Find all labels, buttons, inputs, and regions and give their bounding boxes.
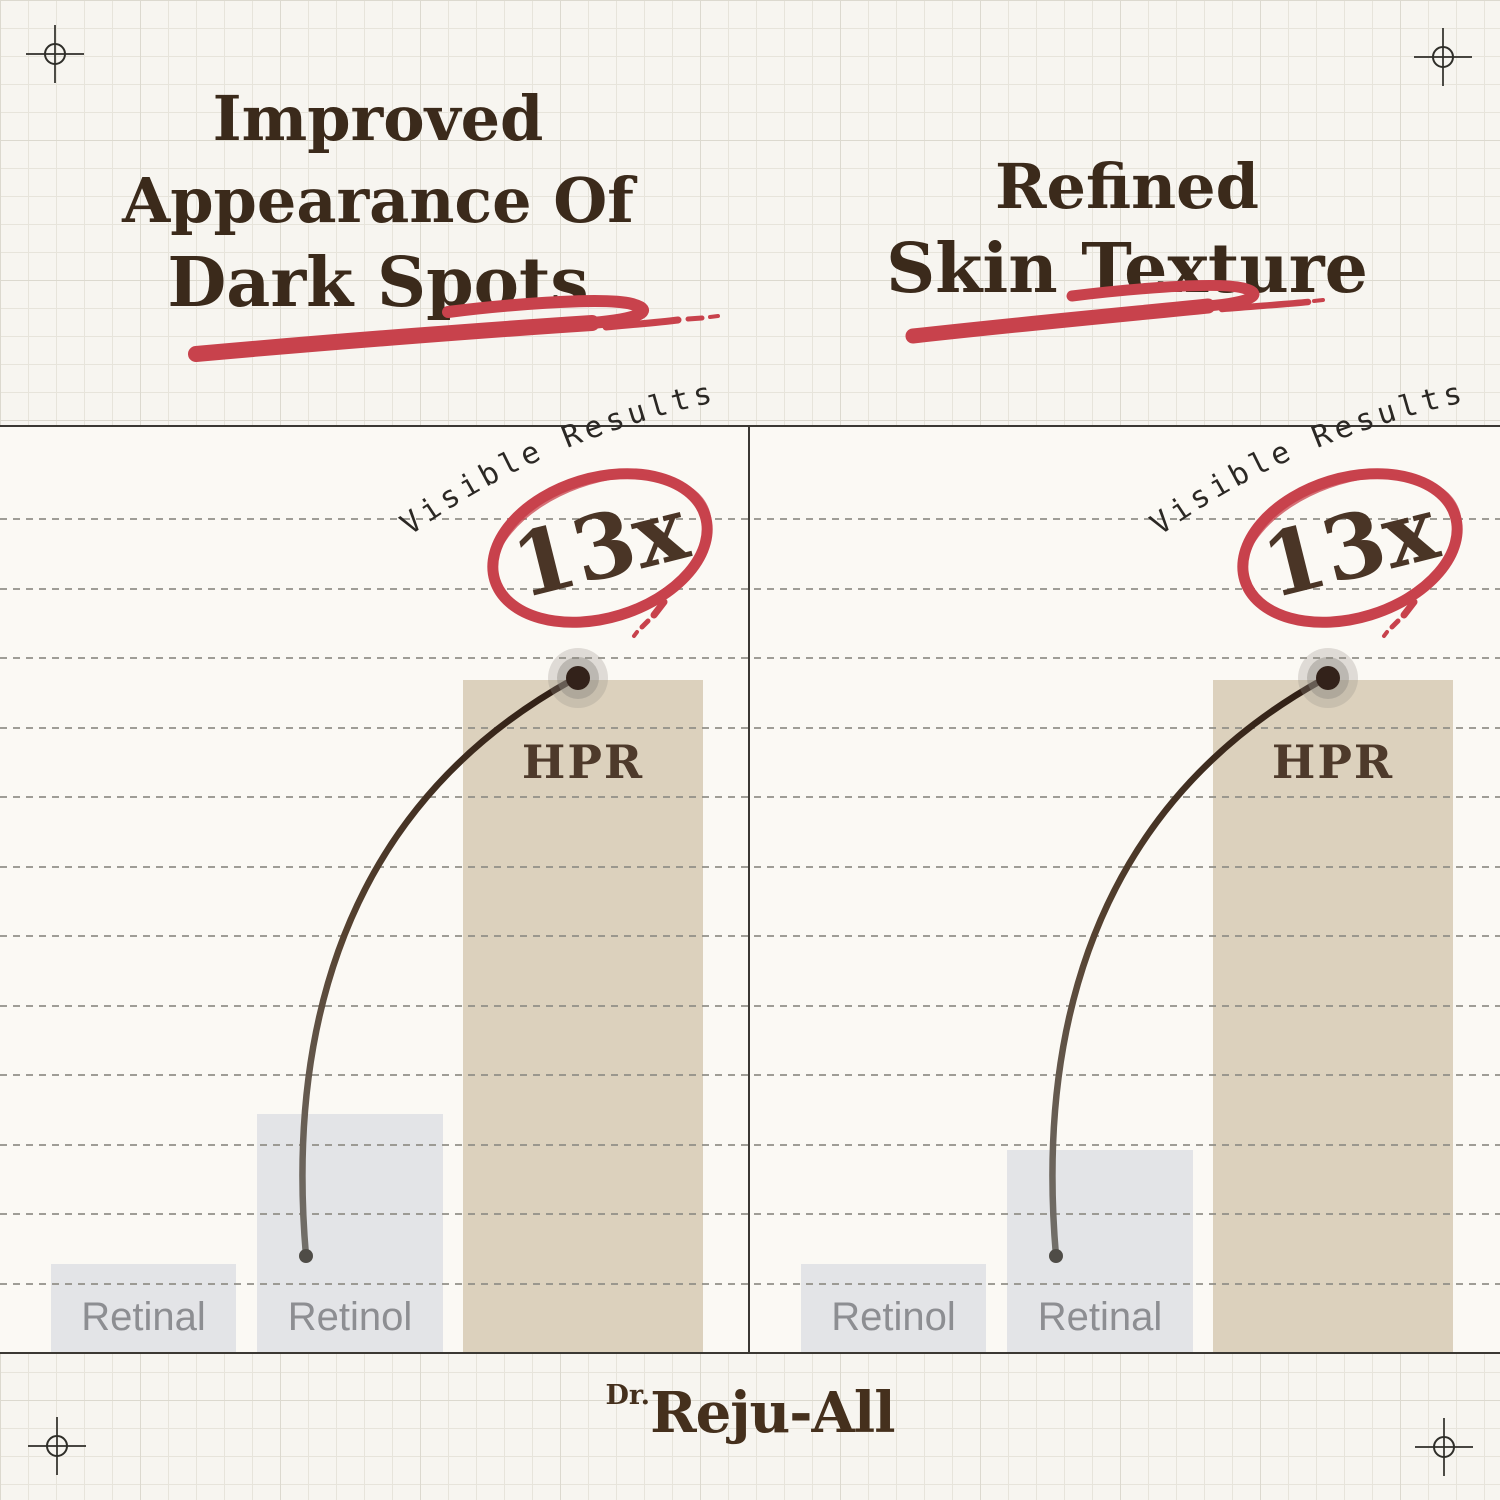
- bar-retinal: [51, 1264, 236, 1352]
- dashed-gridline: [0, 1283, 1500, 1285]
- hpr-bar-label: HPR: [521, 735, 645, 789]
- panel-divider-line: [748, 427, 750, 1352]
- title-line: Skin Texture: [886, 229, 1368, 309]
- dashed-gridline: [0, 935, 1500, 937]
- dashed-gridline: [0, 1005, 1500, 1007]
- crosshair-icon: [26, 25, 84, 83]
- dashed-gridline: [0, 727, 1500, 729]
- crosshair-icon: [1414, 28, 1472, 86]
- bar-label: Retinol: [287, 1295, 413, 1339]
- dashed-gridline: [0, 657, 1500, 659]
- right-panel-title: Refined Skin Texture: [777, 146, 1477, 310]
- bar-label: Retinal: [1037, 1295, 1163, 1339]
- title-line: Dark Spots: [167, 243, 589, 323]
- dashed-gridline: [0, 866, 1500, 868]
- brand-prefix: Dr.: [605, 1380, 651, 1411]
- bar-label: Retinal: [81, 1295, 206, 1339]
- bar-retinol: [801, 1264, 986, 1352]
- dashed-gridline: [0, 588, 1500, 590]
- left-panel-title: Improved Appearance Of Dark Spots: [28, 78, 728, 324]
- brand-name: Reju-All: [650, 1380, 895, 1446]
- title-line: Improved: [212, 82, 544, 155]
- chart-area: Retinal Retinol HPR Retinol Retinal HPR: [0, 425, 1500, 1354]
- dashed-gridline: [0, 1074, 1500, 1076]
- dashed-gridline: [0, 518, 1500, 520]
- hpr-bar-label: HPR: [1271, 735, 1395, 789]
- dashed-gridline: [0, 796, 1500, 798]
- dashed-gridline: [0, 1144, 1500, 1146]
- title-line: Appearance Of: [122, 164, 634, 237]
- bar-label: Retinol: [831, 1295, 956, 1339]
- brand-logo: Dr.Reju-All: [0, 1380, 1500, 1446]
- dashed-gridline: [0, 1213, 1500, 1215]
- title-line: Refined: [995, 150, 1259, 223]
